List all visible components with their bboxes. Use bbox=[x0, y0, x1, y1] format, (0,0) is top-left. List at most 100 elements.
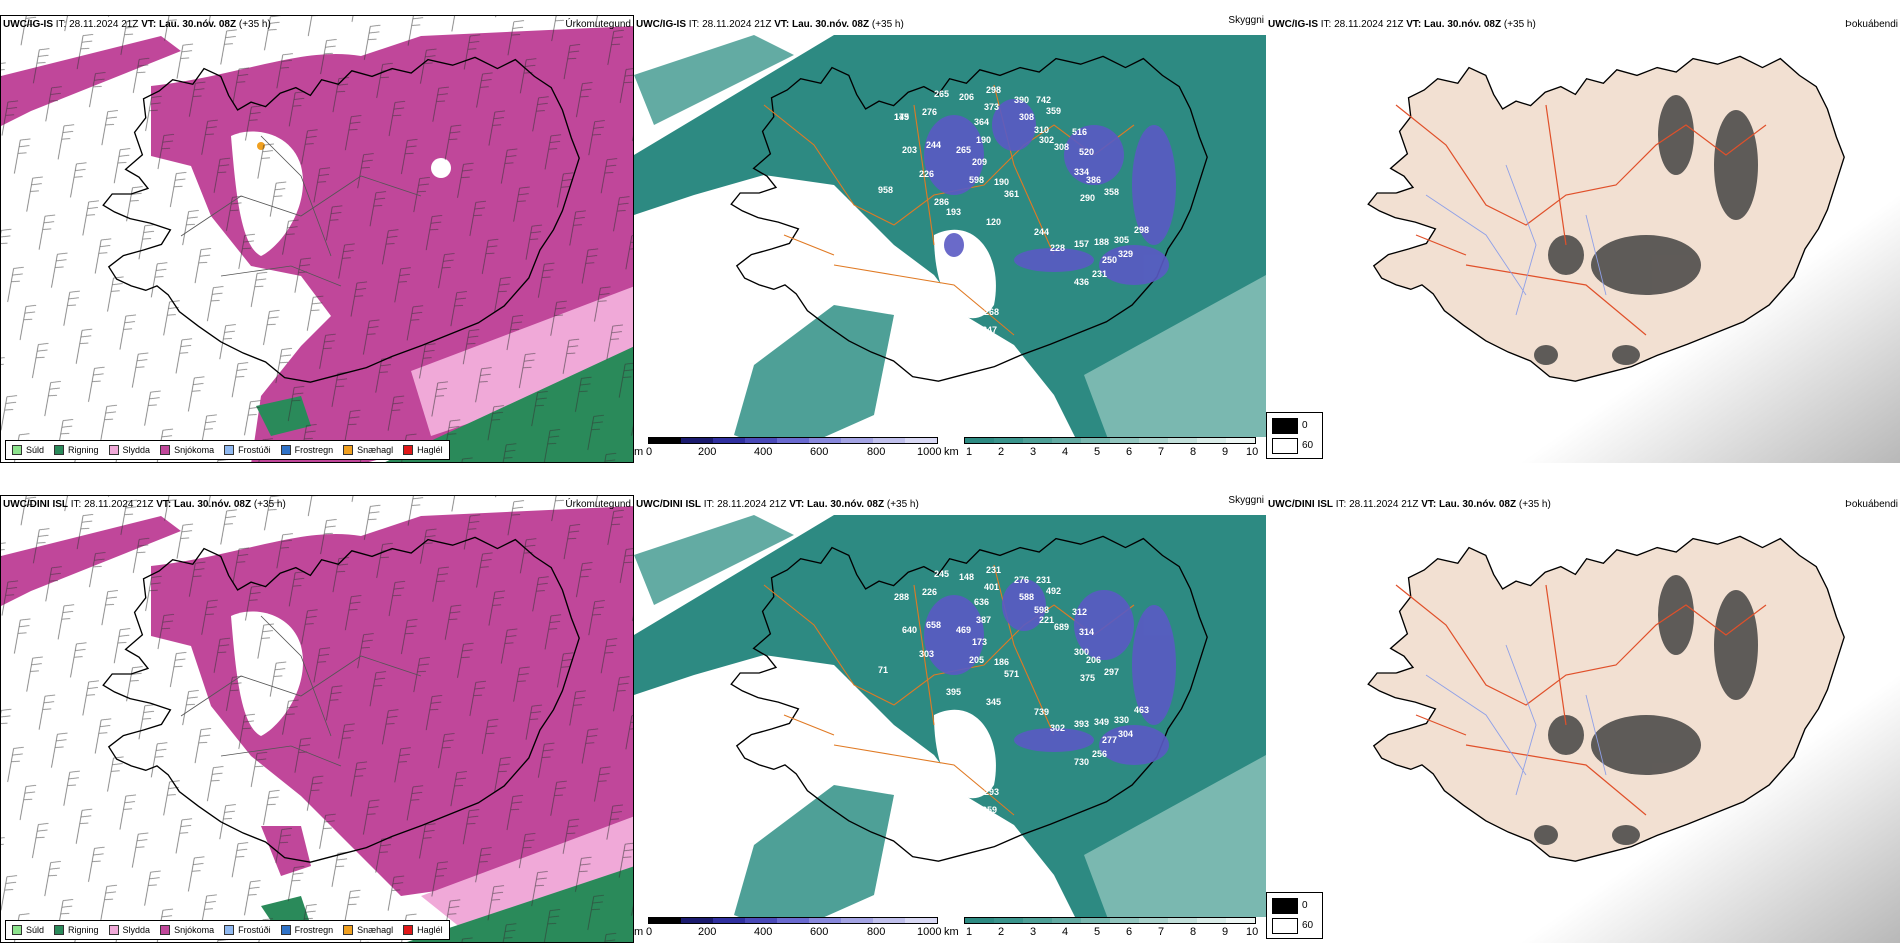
visibility-scale: km 1 2 3 4 5 6 7 8 9 10 bbox=[944, 917, 1266, 943]
cloud-base-value: 302 bbox=[1039, 135, 1054, 145]
precip-type-legend: Súld Rigning Slydda Snjókoma Frostúði Fr… bbox=[5, 440, 450, 460]
cloud-base-value: 190 bbox=[976, 135, 991, 145]
cloud-base-value: 193 bbox=[946, 207, 961, 217]
cloud-base-value: 277 bbox=[1102, 735, 1117, 745]
cloud-base-value: 304 bbox=[1118, 729, 1133, 739]
legend-item: Slydda bbox=[108, 445, 150, 455]
cloud-base-value: 290 bbox=[1080, 193, 1095, 203]
panel-header: UWC/DINI ISL IT: 28.11.2024 21Z VT: Lau.… bbox=[3, 499, 286, 510]
visibility-panel-row1: 179 276 265 206 298 373 390 742 359 364 190 203 244 2… bbox=[634, 15, 1266, 463]
cloud-base-value: 305 bbox=[1114, 235, 1129, 245]
visibility-panel-row2: 288 226 245 148 231 401 276 231 492 636 387 640 658 4… bbox=[634, 495, 1266, 943]
cloud-base-value: 469 bbox=[956, 625, 971, 635]
cloud-base-value: 520 bbox=[1079, 147, 1094, 157]
cloud-base-value: 349 bbox=[1094, 717, 1109, 727]
precip-type-panel-row2: UWC/DINI ISL IT: 28.11.2024 21Z VT: Lau.… bbox=[0, 495, 634, 943]
cloud-base-value: 387 bbox=[976, 615, 991, 625]
precip-type-legend: Súld Rigning Slydda Snjókoma Frostúði Fr… bbox=[5, 920, 450, 940]
legend-item: Haglél bbox=[403, 445, 443, 455]
cloud-base-value: 203 bbox=[902, 145, 917, 155]
fog-index-panel-row2: UWC/DINI ISL IT: 28.11.2024 21Z VT: Lau.… bbox=[1266, 495, 1900, 943]
cloud-base-value: 221 bbox=[1039, 615, 1054, 625]
legend-item: Frostregn bbox=[280, 445, 333, 455]
cloud-base-value: 361 bbox=[1004, 189, 1019, 199]
cloud-base-value: 598 bbox=[1034, 605, 1049, 615]
cloud-base-value: 375 bbox=[1080, 673, 1095, 683]
cloud-base-value: 148 bbox=[959, 572, 974, 582]
precip-type-map bbox=[1, 16, 633, 462]
cloud-base-value: 640 bbox=[902, 625, 917, 635]
cloud-base-value: 312 bbox=[1072, 607, 1087, 617]
legend-item: Súld bbox=[12, 445, 44, 455]
cloud-base-value: 571 bbox=[1004, 669, 1019, 679]
panel-title: Skyggni bbox=[1228, 495, 1264, 506]
legend-item: Rigning bbox=[54, 445, 99, 455]
cloud-base-value: 492 bbox=[1046, 586, 1061, 596]
cloud-base-value: 265 bbox=[934, 89, 949, 99]
cloud-base-value: 276 bbox=[922, 107, 937, 117]
cloud-base-value: 303 bbox=[919, 649, 934, 659]
cloud-base-value: 359 bbox=[1046, 106, 1061, 116]
panel-title: Þokuábendi bbox=[1845, 19, 1898, 30]
legend-item: Rigning bbox=[54, 925, 99, 935]
cloud-base-value: 636 bbox=[974, 597, 989, 607]
cloud-base-value: 390 bbox=[1014, 95, 1029, 105]
panel-title: Úrkomutegund bbox=[565, 499, 631, 510]
cloud-base-value: 228 bbox=[1050, 243, 1065, 253]
panel-title: Skyggni bbox=[1228, 15, 1264, 26]
legend-item: Frostúði bbox=[224, 925, 271, 935]
cloud-base-value: 386 bbox=[1086, 175, 1101, 185]
legend-item: Frostregn bbox=[280, 925, 333, 935]
cloud-base-value: 958 bbox=[878, 185, 893, 195]
cloud-base-value: 742 bbox=[1036, 95, 1051, 105]
cloud-base-value: 245 bbox=[934, 569, 949, 579]
cloud-base-value: 962 bbox=[832, 675, 847, 685]
precip-type-map bbox=[1, 496, 633, 942]
cloud-base-value: 588 bbox=[1019, 592, 1034, 602]
cloud-base-value: 308 bbox=[1054, 142, 1069, 152]
cloud-base-value: 959 bbox=[982, 805, 997, 815]
cloud-base-value: 302 bbox=[1050, 723, 1065, 733]
cloud-base-value: 314 bbox=[1079, 627, 1094, 637]
cloud-base-value: 329 bbox=[1118, 249, 1133, 259]
cloud-base-value: 256 bbox=[1092, 749, 1107, 759]
legend-item: Frostúði bbox=[224, 445, 271, 455]
cloud-base-value: 298 bbox=[1134, 225, 1149, 235]
cloud-base-value: 209 bbox=[972, 157, 987, 167]
cloud-base-value: 244 bbox=[1034, 227, 1049, 237]
cloud-base-value: 250 bbox=[1102, 255, 1117, 265]
legend-item: Snjókoma bbox=[160, 925, 214, 935]
panel-header: UWC/DINI ISL IT: 28.11.2024 21Z VT: Lau.… bbox=[636, 499, 919, 510]
panel-title: Úrkomutegund bbox=[565, 19, 631, 30]
panel-header: UWC/IG-IS IT: 28.11.2024 21Z VT: Lau. 30… bbox=[636, 19, 904, 30]
cloud-base-scale: m 0 200 400 600 800 1000 bbox=[634, 917, 944, 943]
cloud-base-value: 186 bbox=[994, 657, 1009, 667]
cloud-base-value: 739 bbox=[1034, 707, 1049, 717]
legend-item: Haglél bbox=[403, 925, 443, 935]
fog-index-map bbox=[1266, 15, 1900, 463]
legend-item: Slydda bbox=[108, 925, 150, 935]
cloud-base-value: 120 bbox=[986, 217, 1001, 227]
cloud-base-value: 157 bbox=[1074, 239, 1089, 249]
visibility-scale: km 1 2 3 4 5 6 7 8 9 10 bbox=[944, 437, 1266, 463]
cloud-base-value: 364 bbox=[974, 117, 989, 127]
cloud-base-value: 71 bbox=[878, 665, 888, 675]
cloud-base-value: 297 bbox=[1104, 667, 1119, 677]
cloud-base-value: 196 bbox=[902, 833, 917, 843]
cloud-base-value: 244 bbox=[926, 140, 941, 150]
panel-header: UWC/IG-IS IT: 28.11.2024 21Z VT: Lau. 30… bbox=[3, 19, 271, 30]
cloud-base-value: 658 bbox=[926, 620, 941, 630]
cloud-base-value: 436 bbox=[1074, 277, 1089, 287]
cloud-base-value: 334 bbox=[1074, 167, 1089, 177]
cloud-base-value: 226 bbox=[919, 169, 934, 179]
cloud-base-value: 562 bbox=[832, 195, 847, 205]
cloud-base-value: 373 bbox=[984, 102, 999, 112]
cloud-base-value: 206 bbox=[1086, 655, 1101, 665]
legend-item: Súld bbox=[12, 925, 44, 935]
cloud-base-value: 308 bbox=[1019, 112, 1034, 122]
legend-item: Snjókoma bbox=[160, 445, 214, 455]
cloud-base-value: 310 bbox=[1034, 125, 1049, 135]
cloud-base-value: 730 bbox=[1074, 757, 1089, 767]
cloud-base-value: 324 bbox=[924, 345, 939, 355]
